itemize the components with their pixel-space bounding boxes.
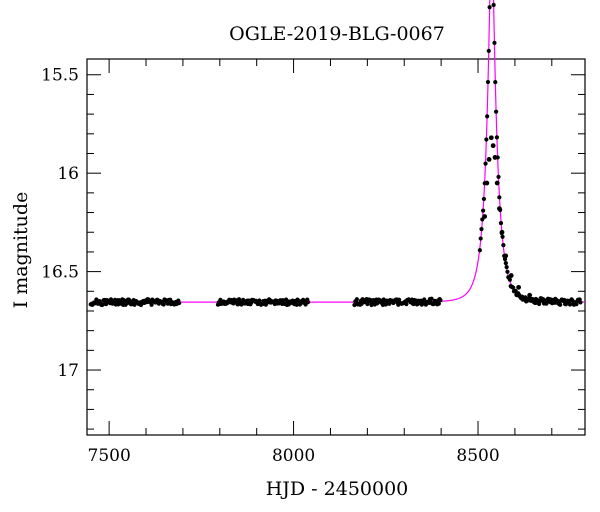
chart-title: OGLE-2019-BLG-0067 bbox=[229, 23, 445, 45]
x-tick-label: 7500 bbox=[88, 446, 131, 466]
data-point bbox=[354, 297, 359, 302]
data-point bbox=[490, 143, 496, 149]
model-curve bbox=[90, 0, 585, 303]
data-point bbox=[511, 285, 516, 290]
data-point bbox=[481, 208, 486, 213]
data-point bbox=[486, 48, 491, 53]
data-points bbox=[88, 2, 583, 308]
data-point bbox=[294, 302, 299, 307]
data-point bbox=[493, 80, 498, 85]
plot-frame bbox=[86, 58, 586, 436]
data-point bbox=[482, 214, 488, 219]
data-point bbox=[305, 300, 311, 305]
x-axis-label: HJD - 2450000 bbox=[266, 478, 409, 500]
data-point bbox=[149, 302, 154, 307]
data-point bbox=[503, 261, 508, 266]
data-point bbox=[485, 79, 491, 85]
data-point bbox=[516, 284, 521, 290]
data-point bbox=[436, 301, 441, 306]
data-point bbox=[94, 297, 99, 302]
data-point bbox=[488, 135, 494, 141]
y-tick-label: 16 bbox=[57, 164, 79, 184]
data-point bbox=[508, 273, 514, 278]
data-point bbox=[497, 195, 502, 200]
data-point bbox=[494, 109, 499, 114]
data-point bbox=[500, 234, 505, 239]
data-point bbox=[478, 236, 483, 241]
data-point bbox=[504, 264, 509, 270]
data-point bbox=[499, 229, 505, 235]
data-point bbox=[501, 243, 506, 248]
data-point bbox=[484, 137, 489, 142]
y-tick-label: 15.5 bbox=[41, 66, 79, 86]
data-point bbox=[567, 302, 573, 307]
data-point bbox=[496, 174, 501, 180]
data-point bbox=[558, 302, 563, 307]
data-point bbox=[494, 180, 500, 186]
data-point bbox=[491, 2, 496, 8]
data-point bbox=[498, 220, 504, 226]
data-point bbox=[477, 248, 482, 253]
axis-ticks bbox=[87, 59, 585, 435]
data-point bbox=[257, 298, 262, 303]
data-point bbox=[487, 5, 492, 10]
data-point bbox=[165, 301, 170, 306]
data-point bbox=[352, 302, 357, 308]
data-point bbox=[177, 300, 182, 306]
data-point bbox=[527, 292, 533, 298]
data-point bbox=[404, 302, 409, 307]
x-tick-label: 8500 bbox=[456, 446, 499, 466]
data-point bbox=[492, 155, 498, 160]
data-point bbox=[479, 227, 484, 232]
data-point bbox=[494, 135, 500, 140]
data-point bbox=[507, 277, 512, 282]
data-point bbox=[578, 300, 583, 305]
data-point bbox=[481, 196, 487, 202]
data-point bbox=[492, 40, 497, 45]
data-point bbox=[484, 180, 490, 186]
data-point bbox=[505, 269, 510, 274]
data-point bbox=[486, 157, 492, 162]
y-axis-label: I magnitude bbox=[10, 192, 32, 309]
y-tick-label: 17 bbox=[57, 361, 79, 381]
data-point bbox=[497, 206, 502, 212]
data-point bbox=[485, 114, 490, 119]
data-point bbox=[483, 161, 488, 166]
data-point bbox=[161, 302, 166, 307]
axis-tick-labels: 7500 8000 8500 15.5 16 16.5 17 bbox=[41, 66, 500, 466]
y-tick-label: 16.5 bbox=[41, 263, 79, 283]
data-point bbox=[503, 253, 509, 259]
data-point bbox=[429, 296, 434, 301]
x-tick-label: 8000 bbox=[272, 446, 315, 466]
data-point bbox=[438, 298, 443, 303]
